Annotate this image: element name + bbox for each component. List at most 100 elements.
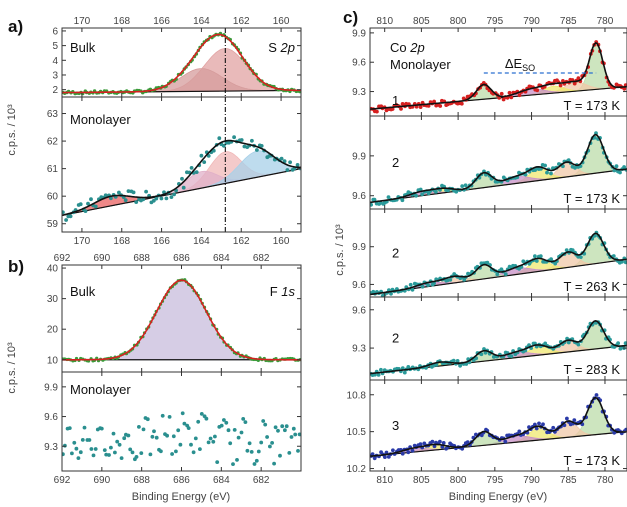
core-level-label: S 2p <box>268 40 295 55</box>
data-point <box>451 358 456 363</box>
spectrum-number: 2 <box>392 331 399 346</box>
data-point <box>196 419 201 424</box>
x-tick-label: 692 <box>54 475 71 486</box>
y-tick-label: 10.5 <box>347 427 367 438</box>
y-tick-label: 10 <box>47 355 59 366</box>
x-tick-label-top: 780 <box>597 16 614 27</box>
fit-envelope <box>370 232 627 296</box>
data-point <box>204 416 209 421</box>
x-tick-label: 688 <box>133 475 150 486</box>
data-point <box>402 370 407 375</box>
x-tick-label: 170 <box>74 236 91 247</box>
data-point <box>383 455 387 459</box>
data-point <box>70 451 74 456</box>
data-point <box>372 197 377 202</box>
data-point <box>80 438 85 442</box>
fit-envelope <box>62 33 301 94</box>
data-point <box>206 440 211 445</box>
data-point <box>420 192 424 197</box>
x-tick-label-top: 162 <box>233 16 250 27</box>
x-tick-label-top: 164 <box>193 16 210 27</box>
x-tick-label-top: 160 <box>273 16 290 27</box>
data-point <box>432 99 436 104</box>
data-point <box>130 450 135 455</box>
panel-frame <box>369 379 627 472</box>
data-point <box>280 424 285 429</box>
y-tick-label: 20 <box>47 325 59 336</box>
data-point <box>247 441 252 446</box>
x-tick-label-top: 170 <box>74 16 91 27</box>
data-point <box>103 193 108 198</box>
data-point <box>379 367 383 372</box>
data-point <box>256 449 261 454</box>
data-point <box>150 434 155 439</box>
panel-c2: 9.6 9.9 2 T = 173 K <box>352 115 627 210</box>
data-point <box>576 76 581 81</box>
data-point <box>128 447 133 452</box>
data-point <box>543 163 547 168</box>
data-point <box>67 426 72 430</box>
data-point <box>172 192 177 197</box>
x-tick-label-top: 166 <box>153 16 170 27</box>
data-point <box>289 435 294 439</box>
data-point <box>249 450 254 454</box>
y-tick-label: 61 <box>47 164 59 175</box>
data-point <box>517 93 522 98</box>
data-point <box>620 259 624 264</box>
y-tick-label: 9.6 <box>352 280 366 291</box>
core-element: Co <box>390 40 410 55</box>
x-tick-label-top: 168 <box>113 16 130 27</box>
data-point <box>611 254 616 258</box>
data-point <box>221 143 226 148</box>
data-point <box>376 373 381 377</box>
data-point <box>111 431 116 436</box>
data-point <box>534 426 539 431</box>
plot-area <box>62 411 301 466</box>
data-point <box>226 428 231 433</box>
data-point <box>231 462 235 466</box>
data-point <box>291 426 296 431</box>
x-tick-label-top: 785 <box>560 16 577 27</box>
x-tick-label-top: 686 <box>173 253 190 264</box>
data-point <box>295 163 300 167</box>
x-tick-label: 690 <box>93 475 110 486</box>
x-tick-label-top: 692 <box>54 253 71 264</box>
data-point <box>438 104 443 108</box>
data-point <box>537 421 541 426</box>
data-point <box>400 198 405 203</box>
data-point <box>533 422 537 427</box>
data-point <box>89 197 93 202</box>
data-point <box>465 440 470 444</box>
x-tick-label-top: 805 <box>413 16 430 27</box>
y-tick-label: 60 <box>47 192 59 203</box>
data-point <box>151 198 156 203</box>
panel-b_mono: 9.3 9.6 9.9 692 690 688 686 684 682 Monolayer <box>44 371 302 486</box>
y-tick-label: 10.8 <box>347 390 367 401</box>
data-point <box>614 164 619 169</box>
data-point <box>566 158 571 163</box>
panel-frame <box>61 96 302 233</box>
data-point <box>426 283 430 287</box>
core-element: S <box>268 40 280 55</box>
data-point <box>594 393 599 397</box>
x-tick-label: 682 <box>253 475 270 486</box>
data-point <box>576 342 581 347</box>
data-point <box>499 91 504 96</box>
data-point <box>137 425 141 429</box>
data-point <box>268 444 272 449</box>
data-point <box>270 441 274 445</box>
data-point <box>418 105 423 109</box>
data-point <box>572 418 577 422</box>
data-point <box>573 166 577 170</box>
fit-component <box>62 279 301 361</box>
data-point <box>391 448 395 453</box>
temperature-label: T = 173 K <box>564 191 621 206</box>
data-point <box>386 455 391 459</box>
data-point <box>616 341 620 346</box>
data-point <box>182 421 187 426</box>
data-point <box>460 446 465 451</box>
y-tick-label: 9.3 <box>44 442 58 453</box>
data-point <box>276 428 280 433</box>
data-point <box>178 442 183 447</box>
data-point <box>418 442 423 447</box>
